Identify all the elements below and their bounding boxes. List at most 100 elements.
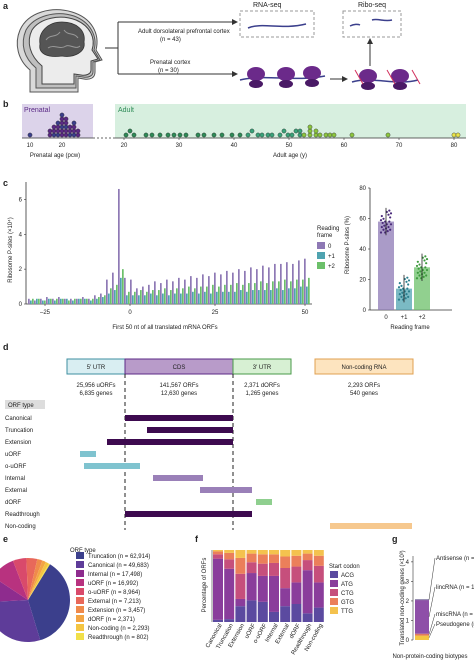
c-bar [220,274,222,304]
prenatal-sample-dot [63,132,69,138]
g-ytick-label: 0 [406,638,410,644]
c-side-ylabel: Ribosome P-sites (%) [345,216,351,274]
c-bar [108,293,110,304]
c-bar [302,279,304,304]
adult-sample-dot [131,132,137,138]
pie-slice [28,559,43,600]
side-xtick-label: +2 [419,315,427,321]
f-bar-segment [302,613,313,622]
c-bar [278,281,280,304]
f-legend-title: Start codon [329,564,360,570]
c-bar [200,286,202,304]
prenatal-sample-dot [51,132,57,138]
c-bar [36,298,38,304]
c-bar [198,293,200,304]
noncoding-genes: 540 genes [350,391,378,397]
prenatal-sample-dot [67,124,73,130]
side-ytick-label: 0 [363,308,367,314]
pie-slice [28,560,46,600]
c-bar [192,291,194,304]
prenatal-sample-dot [59,124,65,130]
prenatal-sample-dot [59,132,65,138]
side-point [425,274,428,277]
c-bar [112,272,114,304]
c-ylabel: Ribosome P-sites (×10⁴) [7,217,14,282]
adult-tick-label: 70 [396,143,403,149]
side-point [405,293,408,296]
c-bar [42,300,44,304]
pie-legend-swatch [76,615,84,622]
c-bar [84,298,86,304]
f-bar-segment [313,607,324,622]
side-point [399,288,402,292]
orf-type-label: o-uORF [5,464,27,470]
adult-n-label: (n = 43) [160,37,181,43]
adult-sample-dot [149,132,155,138]
riboseq-arrowhead-icon [367,38,373,44]
c-bar [124,277,126,304]
adult-sample-dot [265,132,271,138]
side-point [416,260,419,263]
adult-sample-dot [127,128,133,134]
adult-sample-dot [307,132,313,138]
noncoding-box [314,358,414,375]
f-legend-swatch [330,607,338,614]
c-bar [164,288,166,304]
c-bar [260,281,262,304]
pie-legend-label: Non-coding (n = 2,293) [88,626,150,632]
f-bar-segment [280,556,291,568]
c-bar [202,274,204,304]
c-bar [28,298,30,304]
c-xtick-label: –25 [40,310,51,316]
c-bar [98,297,100,304]
side-point [416,271,419,274]
prenatal-tick-10: 10 [27,143,34,149]
c-bar [50,298,52,304]
pie-legend-swatch [76,579,84,586]
adult-sample-dot [157,132,163,138]
c-bar [102,297,104,304]
orf-type-label: Extension [5,440,31,446]
c-bar [78,298,80,304]
c-xtick-label: 50 [302,310,309,316]
f-bar-segment [291,566,302,583]
c-bar [226,270,228,304]
c-bar [290,281,292,304]
noncoding-biotype-chart: 0 1 2 3 4 Antisense (n = 32) lincRNA (n = 1,72… [406,556,474,644]
orf-type-header: ORF type [8,403,34,409]
c-bar [178,277,180,304]
c-bar [60,298,62,304]
f-bar-segment [235,557,246,574]
side-point [424,266,427,269]
rnaseq-label: RNA-seq [253,2,282,9]
side-point [381,221,384,225]
c-bar [140,290,142,304]
orf-type-pie [0,558,71,642]
adult-tick-label: 60 [341,143,348,149]
side-point [400,295,403,298]
orf-type-legend: Truncation (n = 62,914) Canonical (n = 49… [76,552,150,641]
prenatal-n-label: (n = 30) [158,68,179,74]
orf-type-bar [200,487,252,493]
g-ytick-label: 2 [406,599,410,605]
c-bar [152,290,154,304]
c-bar [270,290,272,304]
c-bar [294,288,296,304]
c-bar [266,283,268,304]
orf-type-bar [125,511,252,517]
g-bar-segment [415,599,429,601]
c-bar [252,290,254,304]
f-bar-segment [213,550,223,552]
f-bar-segment [224,559,235,569]
adult-sample-dot [281,128,287,134]
g-ylabel: Translated non-coding genes (×10³) [400,550,406,645]
c-bar [204,291,206,304]
c-bar [80,298,82,304]
panel-label-b: b [3,99,9,109]
panel-label-g: g [392,534,398,544]
c-bar [148,284,150,304]
side-point [397,286,401,289]
c-legend-label: +2 [328,264,336,270]
adult-sample-dot [229,132,235,138]
panel-label-d: d [3,342,9,352]
